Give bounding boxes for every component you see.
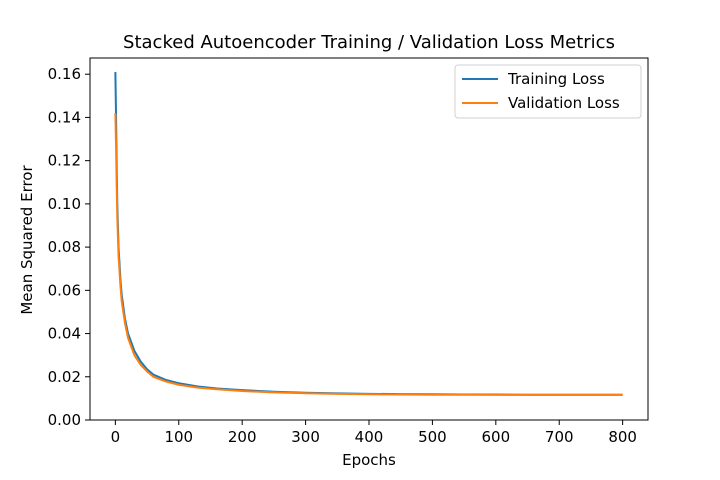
y-tick-label: 0.06: [48, 281, 81, 299]
series-line-validation-loss: [114, 113, 623, 396]
legend-box: [454, 64, 642, 119]
x-axis-label: Epochs: [342, 451, 396, 469]
x-tick-label: 800: [608, 428, 637, 446]
y-tick-label: 0.12: [48, 152, 81, 170]
x-tick-label: 600: [481, 428, 510, 446]
x-tick-label: 400: [355, 428, 384, 446]
legend-label-training-loss: Training Loss: [507, 70, 605, 88]
legend-label-validation-loss: Validation Loss: [508, 94, 620, 112]
plot-area: 0 100 200 300 400 500 600 700 800 0.000.020.040.…: [48, 57, 649, 446]
legend: Training Loss Validation Loss: [454, 64, 642, 119]
x-tick-label: 200: [228, 428, 257, 446]
y-tick-label: 0.02: [48, 368, 81, 386]
series-layer: [114, 72, 623, 396]
y-tick-label: 0.08: [48, 238, 81, 256]
x-axis-ticks: 0 100 200 300 400 500 600 700 800: [111, 420, 637, 446]
y-tick-label: 0.04: [48, 325, 81, 343]
y-tick-label: 0.14: [48, 108, 81, 126]
y-tick-label: 0.16: [48, 65, 81, 83]
y-tick-label: 0.00: [48, 411, 81, 429]
x-tick-label: 0: [111, 428, 121, 446]
y-tick-label: 0.10: [48, 195, 81, 213]
x-tick-label: 500: [418, 428, 447, 446]
y-axis-label: Mean Squared Error: [18, 165, 36, 315]
x-tick-label: 100: [164, 428, 193, 446]
chart-title: Stacked Autoencoder Training / Validatio…: [123, 32, 615, 53]
x-tick-label: 700: [545, 428, 574, 446]
y-axis-ticks: 0.00 0.02 0.04 0.06 0.08 0.10 0.12 0.14 0.16: [48, 65, 90, 429]
x-tick-label: 300: [291, 428, 320, 446]
